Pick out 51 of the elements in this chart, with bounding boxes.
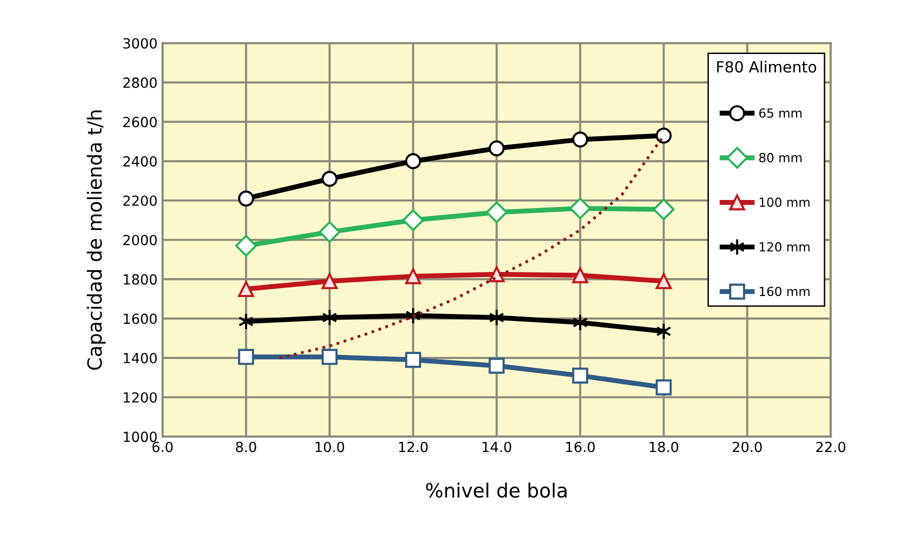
y-tick-label: 1000 xyxy=(124,432,157,442)
point xyxy=(656,128,672,144)
point xyxy=(572,368,588,384)
point xyxy=(572,132,588,148)
legend-label: 100 mm xyxy=(760,198,810,207)
y-axis-title: Capacidad de molienda t/h xyxy=(86,110,106,370)
legend-label: 120 mm xyxy=(760,242,810,252)
legend-label: 80 mm xyxy=(759,152,802,162)
point xyxy=(656,379,672,396)
x-tick-label: 10.0 xyxy=(316,442,344,452)
x-tick-label: 6.0 xyxy=(152,442,173,452)
x-tick-label: 12.0 xyxy=(399,442,428,452)
legend-title: F80 Alimento xyxy=(717,60,816,73)
y-tick-label: 2800 xyxy=(123,77,157,88)
y-tick-label: 1400 xyxy=(124,352,157,364)
x-tick-label: 8.0 xyxy=(236,442,256,452)
y-tick-label: 1200 xyxy=(124,392,157,403)
point xyxy=(405,268,422,284)
point xyxy=(235,234,257,257)
point xyxy=(318,221,340,243)
legend-label: 160 mm xyxy=(760,286,810,296)
legend-label: 65 mm xyxy=(759,108,802,118)
y-tick-label: 2200 xyxy=(123,195,157,206)
point xyxy=(488,358,505,374)
y-tick-label: 2400 xyxy=(123,156,157,167)
point xyxy=(322,273,338,290)
x-tick-label: 18.0 xyxy=(650,442,678,452)
x-tick-label: 14.0 xyxy=(482,442,512,452)
point xyxy=(238,281,254,298)
y-tick-label: 1800 xyxy=(124,274,157,285)
point xyxy=(488,140,505,156)
point xyxy=(569,198,592,220)
point xyxy=(238,190,254,207)
x-tick-label: 22.0 xyxy=(816,442,846,452)
point xyxy=(572,267,588,284)
x-axis-title: %nivel de bola xyxy=(426,482,567,498)
y-tick-label: 2000 xyxy=(123,234,157,246)
y-tick-label: 3000 xyxy=(123,38,157,49)
point xyxy=(486,201,508,224)
y-tick-label: 2600 xyxy=(123,116,157,128)
x-tick-label: 20.0 xyxy=(732,442,762,452)
point xyxy=(405,153,422,170)
x-tick-label: 16.0 xyxy=(566,442,595,452)
point xyxy=(238,348,254,365)
point xyxy=(652,198,675,220)
point xyxy=(656,273,672,290)
point xyxy=(402,209,424,232)
y-tick-label: 1600 xyxy=(124,314,157,324)
point xyxy=(405,352,422,368)
point xyxy=(322,348,338,365)
point xyxy=(322,170,338,187)
